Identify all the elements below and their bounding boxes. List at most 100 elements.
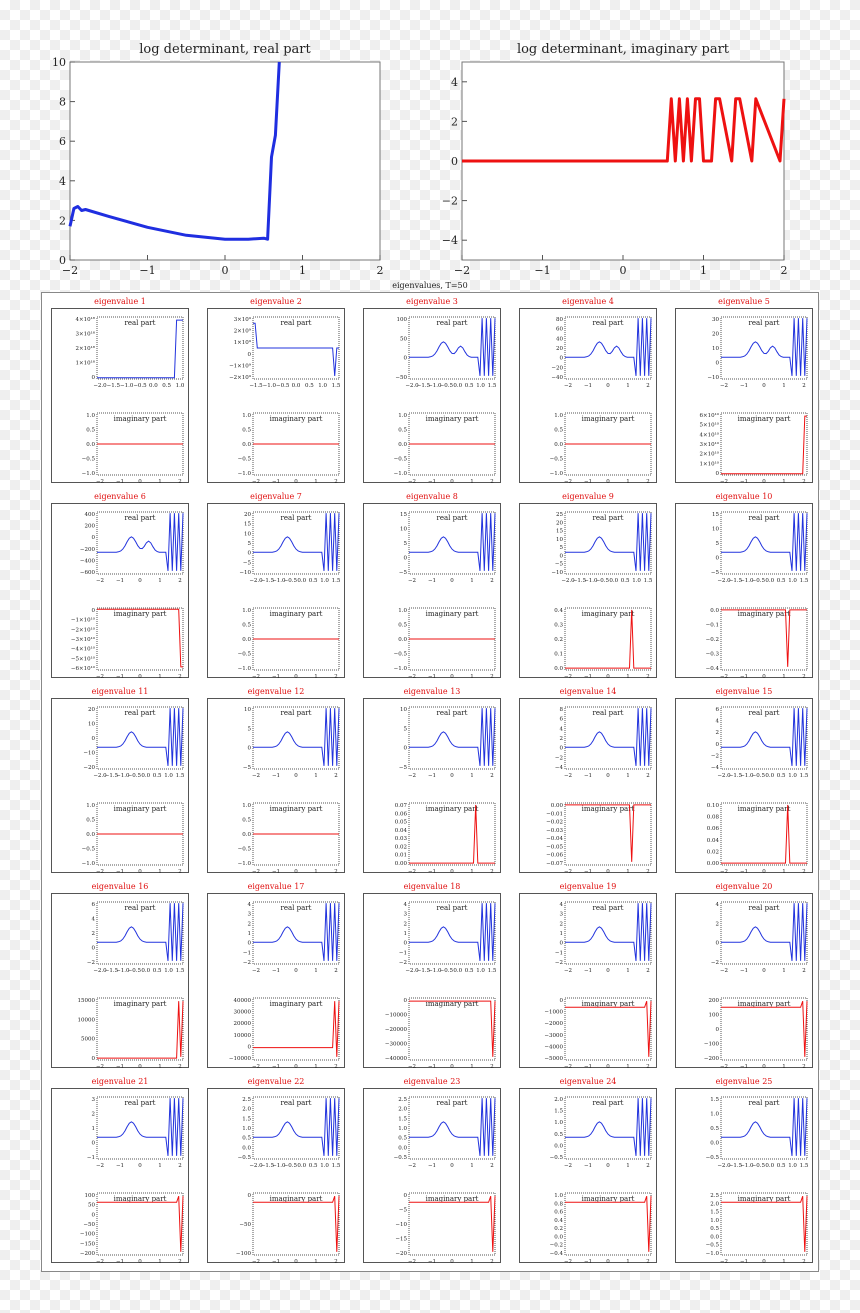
imag-part-plot: imaginary part −5000 −4000 −3000 −2000 −1000 0…	[544, 997, 652, 1070]
eigenvalue-panel: eigenvalue 18 real part −2 −1 0 1 2 3 4 −2.0 −1.5−…	[357, 882, 507, 1072]
x-tick-label: 0	[606, 773, 610, 779]
x-tick-label: −1	[116, 674, 124, 680]
real-part-label: real part	[593, 319, 624, 327]
x-tick-label: −1	[740, 968, 748, 974]
x-tick-label: 1	[626, 383, 630, 389]
imag-series-line	[721, 804, 807, 864]
y-tick-label: −1.0	[238, 471, 252, 477]
y-tick-label: −2000	[544, 1021, 563, 1027]
x-tick-label: −1.0	[584, 578, 598, 584]
x-tick-label: −1.5	[261, 1163, 275, 1169]
x-tick-label: 1	[314, 674, 318, 680]
y-tick-label: −50	[239, 1222, 251, 1228]
x-tick-label: 1.0	[164, 773, 173, 779]
imag-part-label: imaginary part	[738, 1000, 791, 1008]
y-tick-label: 6	[716, 707, 720, 713]
y-tick-label: 8	[59, 96, 66, 109]
x-tick-label: −1	[740, 1259, 748, 1265]
y-tick-label: 0.02	[707, 849, 719, 855]
eigenvalue-title: eigenvalue 25	[715, 1077, 773, 1086]
y-tick-label: −0.5	[394, 457, 408, 463]
real-series-line	[97, 513, 184, 571]
imag-part-plot: imaginary part −1.0 −0.5 0.0 0.5 1.0 −2 −1 0 1 2	[82, 802, 184, 875]
x-tick-label: −2	[408, 479, 416, 485]
x-tick-label: 2	[802, 968, 806, 974]
y-tick-label: 2.0	[710, 1201, 719, 1207]
x-tick-label: 2	[178, 1163, 182, 1169]
real-part-plot: real part −0.5 0.0 0.5 1.0 1.5 2.0 2.5 −2 −1 0 1 2	[394, 1096, 496, 1169]
x-tick-label: −2	[720, 479, 728, 485]
x-tick-label: 0.5	[309, 578, 318, 584]
x-tick-label: −2	[564, 1259, 572, 1265]
eigenvalue-title: eigenvalue 23	[403, 1077, 461, 1086]
real-part-label: real part	[749, 709, 780, 717]
y-tick-label: 0.0	[710, 1141, 719, 1147]
y-tick-label: −6×10¹⁰	[71, 665, 96, 672]
y-tick-label: 0	[248, 1044, 252, 1050]
x-tick-label: 2	[802, 1064, 806, 1070]
y-tick-label: 0.5	[398, 623, 407, 629]
y-tick-label: −0.5	[550, 1155, 564, 1161]
x-tick-label: 1.0	[318, 383, 327, 389]
x-tick-label: 2	[646, 869, 650, 875]
y-tick-label: −10000	[229, 1056, 252, 1062]
x-tick-label: −1	[272, 869, 280, 875]
x-tick-label: −2.0	[561, 578, 575, 584]
x-tick-label: −2	[62, 264, 78, 277]
x-tick-label: 0.0	[765, 773, 774, 779]
x-tick-label: −2	[252, 1064, 260, 1070]
y-tick-label: 2	[560, 736, 564, 742]
y-tick-label: 0.5	[242, 623, 251, 629]
x-tick-label: 2	[334, 674, 338, 680]
x-tick-label: −2	[720, 1064, 728, 1070]
x-tick-label: −1	[584, 1064, 592, 1070]
imag-part-label: imaginary part	[270, 1000, 323, 1008]
y-tick-label: 1.0	[398, 413, 407, 419]
x-tick-label: 1	[470, 674, 474, 680]
y-tick-label: 20	[556, 346, 563, 352]
plot-frame	[564, 802, 652, 866]
x-tick-label: 0.0	[141, 773, 150, 779]
eigenvalue-panel: eigenvalue 9 real part −10 −5 0 5 10 15 20 25 −2.0…	[513, 492, 663, 682]
y-tick-label: 1.5	[554, 1109, 563, 1115]
x-tick-label: 2	[490, 869, 494, 875]
x-tick-label: 1	[470, 479, 474, 485]
y-tick-label: 1.0	[86, 413, 95, 419]
imag-part-plot: imaginary part −0.07 −0.06 −0.05 −0.04 −0.03 −…	[546, 802, 652, 875]
plot-frame	[408, 802, 496, 866]
x-tick-label: −0.5	[440, 968, 454, 974]
x-tick-label: 1	[782, 1064, 786, 1070]
y-tick-label: −2×10¹⁰	[71, 626, 96, 633]
plot-frame	[720, 412, 808, 476]
plot-frame	[720, 802, 808, 866]
y-tick-label: 3×10¹⁸	[75, 331, 95, 338]
y-tick-label: 3	[404, 912, 408, 918]
imag-part-label: imaginary part	[738, 1195, 791, 1203]
x-tick-label: 0.0	[149, 383, 158, 389]
real-part-label: real part	[749, 1099, 780, 1107]
y-tick-label: 0.5	[86, 818, 95, 824]
x-tick-label: 1	[314, 869, 318, 875]
y-tick-label: −5	[399, 1208, 408, 1214]
y-tick-label: 0	[716, 556, 720, 562]
real-series-line	[721, 318, 808, 376]
y-tick-label: 0.06	[395, 811, 408, 817]
y-tick-label: 0.0	[398, 637, 407, 643]
plot-frame	[252, 1192, 340, 1256]
real-series-line	[409, 1098, 496, 1156]
real-part-plot: real part−0.50.00.51.01.52.02.5−2.0−1.5−…	[238, 1096, 341, 1169]
y-tick-label: −2	[243, 960, 251, 966]
y-tick-label: 2	[404, 921, 408, 927]
real-part-plot: real part −5 0 5 10 15 −2 −1 0 1 2	[399, 511, 496, 584]
imag-part-plot: imaginary part −1.0 −0.5 0.0 0.5 1.0 −2 −1 0 1 2	[394, 607, 496, 680]
x-tick-label: 2	[490, 674, 494, 680]
x-tick-label: −2	[564, 383, 572, 389]
top-chart-2: log determinant, imaginary part −2 −1 0 1 2 −4…	[442, 42, 788, 277]
x-tick-label: −0.5	[133, 383, 147, 389]
y-tick-label: 5000	[81, 1037, 95, 1043]
real-part-label: real part	[593, 514, 624, 522]
imag-series-line	[721, 1000, 808, 1057]
